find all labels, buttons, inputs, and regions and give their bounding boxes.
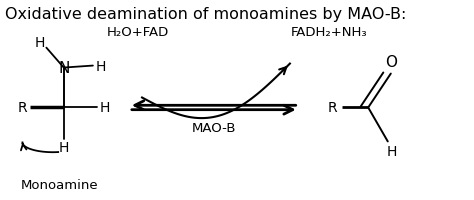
Text: H: H [35, 35, 45, 49]
Text: Oxidative deamination of monoamines by MAO-B:: Oxidative deamination of monoamines by M… [5, 7, 406, 22]
Text: H: H [96, 59, 106, 73]
Text: R: R [18, 101, 27, 115]
Text: R: R [327, 101, 337, 115]
Text: N: N [58, 61, 70, 76]
Text: H: H [100, 101, 110, 115]
Text: H: H [59, 141, 69, 155]
Text: Monoamine: Monoamine [20, 178, 98, 191]
Text: FADH₂+NH₃: FADH₂+NH₃ [291, 26, 367, 39]
Text: MAO-B: MAO-B [191, 122, 236, 134]
Text: H₂O+FAD: H₂O+FAD [107, 26, 169, 39]
Text: H: H [387, 145, 397, 159]
Text: O: O [385, 55, 397, 70]
